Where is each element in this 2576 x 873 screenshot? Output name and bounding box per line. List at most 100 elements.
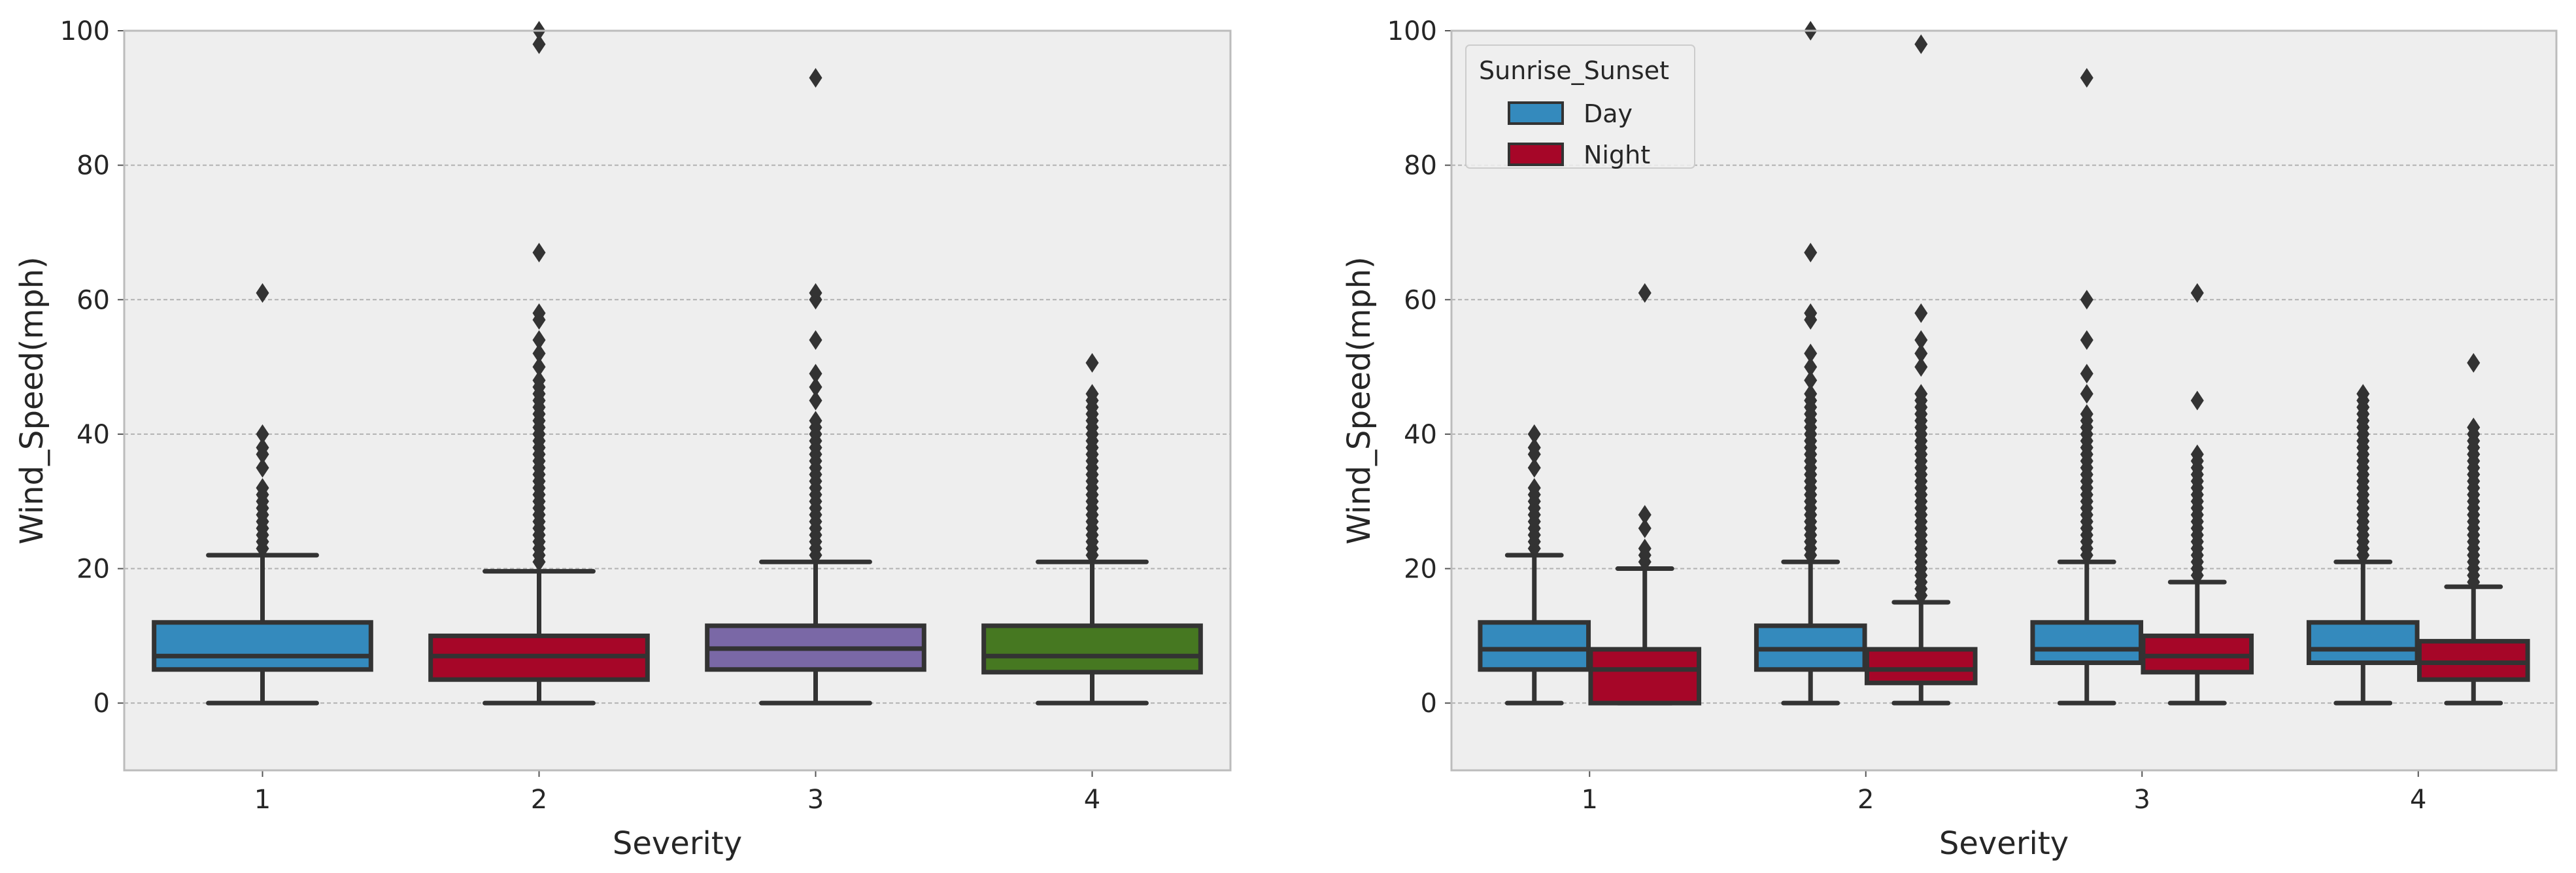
y-tick-label: 40 xyxy=(1404,420,1437,450)
x-tick-label: 2 xyxy=(531,785,547,815)
flier xyxy=(256,458,269,478)
flier xyxy=(1638,538,1652,558)
x-tick-label: 1 xyxy=(254,785,271,815)
y-axis-label: Wind_Speed(mph) xyxy=(1341,256,1378,544)
legend-title: Sunrise_Sunset xyxy=(1479,56,1669,85)
flier xyxy=(1804,343,1818,364)
flier xyxy=(1527,437,1541,458)
flier xyxy=(532,357,546,377)
box-iqr xyxy=(1478,620,1591,672)
flier xyxy=(256,437,269,458)
axes-frame xyxy=(1450,29,2558,772)
box-iqr xyxy=(2030,620,2144,665)
flier xyxy=(809,282,822,303)
flier xyxy=(1804,303,1818,323)
y-tick-label: 40 xyxy=(76,420,110,450)
y-tick-label: 0 xyxy=(1421,689,1437,719)
box-day-severity-1 xyxy=(1478,424,1591,706)
y-tick-label: 60 xyxy=(1404,285,1437,315)
flier xyxy=(1914,303,1928,323)
y-tick-label: 80 xyxy=(1404,151,1437,181)
legend-swatch-day xyxy=(1508,101,1564,125)
flier xyxy=(1804,357,1818,377)
box-iqr xyxy=(2416,639,2530,682)
flier xyxy=(1804,370,1818,390)
flier xyxy=(2467,352,2481,373)
y-tick-label: 80 xyxy=(76,151,110,181)
flier xyxy=(809,364,822,384)
flier xyxy=(2080,290,2093,310)
y-tick-label: 20 xyxy=(76,555,110,585)
legend: Sunrise_Sunset Day Night xyxy=(1465,44,1695,169)
flier xyxy=(809,390,822,411)
x-tick-label: 4 xyxy=(2410,785,2426,815)
x-axis-label: Severity xyxy=(1939,825,2069,862)
flier xyxy=(2080,330,2093,350)
flier xyxy=(1638,505,1652,525)
flier xyxy=(532,34,546,54)
y-tick-label: 60 xyxy=(76,285,110,315)
box-iqr xyxy=(2306,620,2420,665)
flier xyxy=(256,282,269,303)
flier xyxy=(1914,384,1928,404)
legend-swatch-night xyxy=(1508,143,1564,166)
flier xyxy=(2190,390,2204,411)
axes-frame xyxy=(123,29,1232,772)
flier xyxy=(1527,478,1541,498)
y-tick-label: 100 xyxy=(60,16,110,46)
x-tick-label: 1 xyxy=(1582,785,1598,815)
x-axis-label: Severity xyxy=(613,825,742,862)
flier xyxy=(1638,282,1652,303)
legend-box xyxy=(1465,44,1695,169)
box-night-severity-3 xyxy=(2141,282,2254,706)
y-axis-label: Wind_Speed(mph) xyxy=(14,256,50,544)
box-iqr xyxy=(1864,647,1978,685)
flier xyxy=(809,330,822,350)
flier xyxy=(2080,384,2093,404)
box-severity-4 xyxy=(981,352,1203,706)
flier xyxy=(809,67,822,88)
chart-right: 0 20 40 60 80 100 1 2 3 4 Severity Wind_Speed(mph) S… xyxy=(1341,16,2558,862)
box-day-severity-4 xyxy=(2306,384,2420,706)
x-tick-label: 4 xyxy=(1084,785,1100,815)
flier xyxy=(532,243,546,263)
flier xyxy=(532,303,546,323)
flier xyxy=(2080,364,2093,384)
flier xyxy=(2080,404,2093,424)
flier xyxy=(1914,357,1928,377)
box-night-severity-4 xyxy=(2416,352,2530,706)
flier xyxy=(532,370,546,390)
flier xyxy=(1914,343,1928,364)
flier xyxy=(532,343,546,364)
flier xyxy=(1914,34,1928,54)
flier xyxy=(1527,458,1541,478)
x-tick-label: 3 xyxy=(807,785,824,815)
flier xyxy=(809,377,822,397)
flier xyxy=(1804,384,1818,404)
flier xyxy=(1638,518,1652,538)
flier xyxy=(2356,384,2370,404)
y-tick-label: 0 xyxy=(93,689,110,719)
box-severity-2 xyxy=(428,21,650,706)
box-night-severity-2 xyxy=(1864,34,1978,706)
flier xyxy=(1914,330,1928,350)
x-tick-label: 2 xyxy=(1857,785,1874,815)
flier xyxy=(532,330,546,350)
flier xyxy=(2190,282,2204,303)
flier xyxy=(1804,243,1818,263)
box-severity-3 xyxy=(705,67,926,706)
y-tick-label: 20 xyxy=(1404,555,1437,585)
box-iqr xyxy=(981,623,1203,675)
flier xyxy=(2467,417,2481,437)
legend-label: Day xyxy=(1584,99,1633,128)
legend-label: Night xyxy=(1584,141,1650,169)
flier xyxy=(1085,384,1099,404)
chart-left: 0 20 40 60 80 100 1 2 3 4 Severity Wind_Speed(mph) xyxy=(14,16,1232,862)
box-iqr xyxy=(1588,647,1702,706)
box-severity-1 xyxy=(152,282,373,706)
flier xyxy=(809,411,822,431)
flier xyxy=(1527,424,1541,444)
flier xyxy=(2190,444,2204,464)
